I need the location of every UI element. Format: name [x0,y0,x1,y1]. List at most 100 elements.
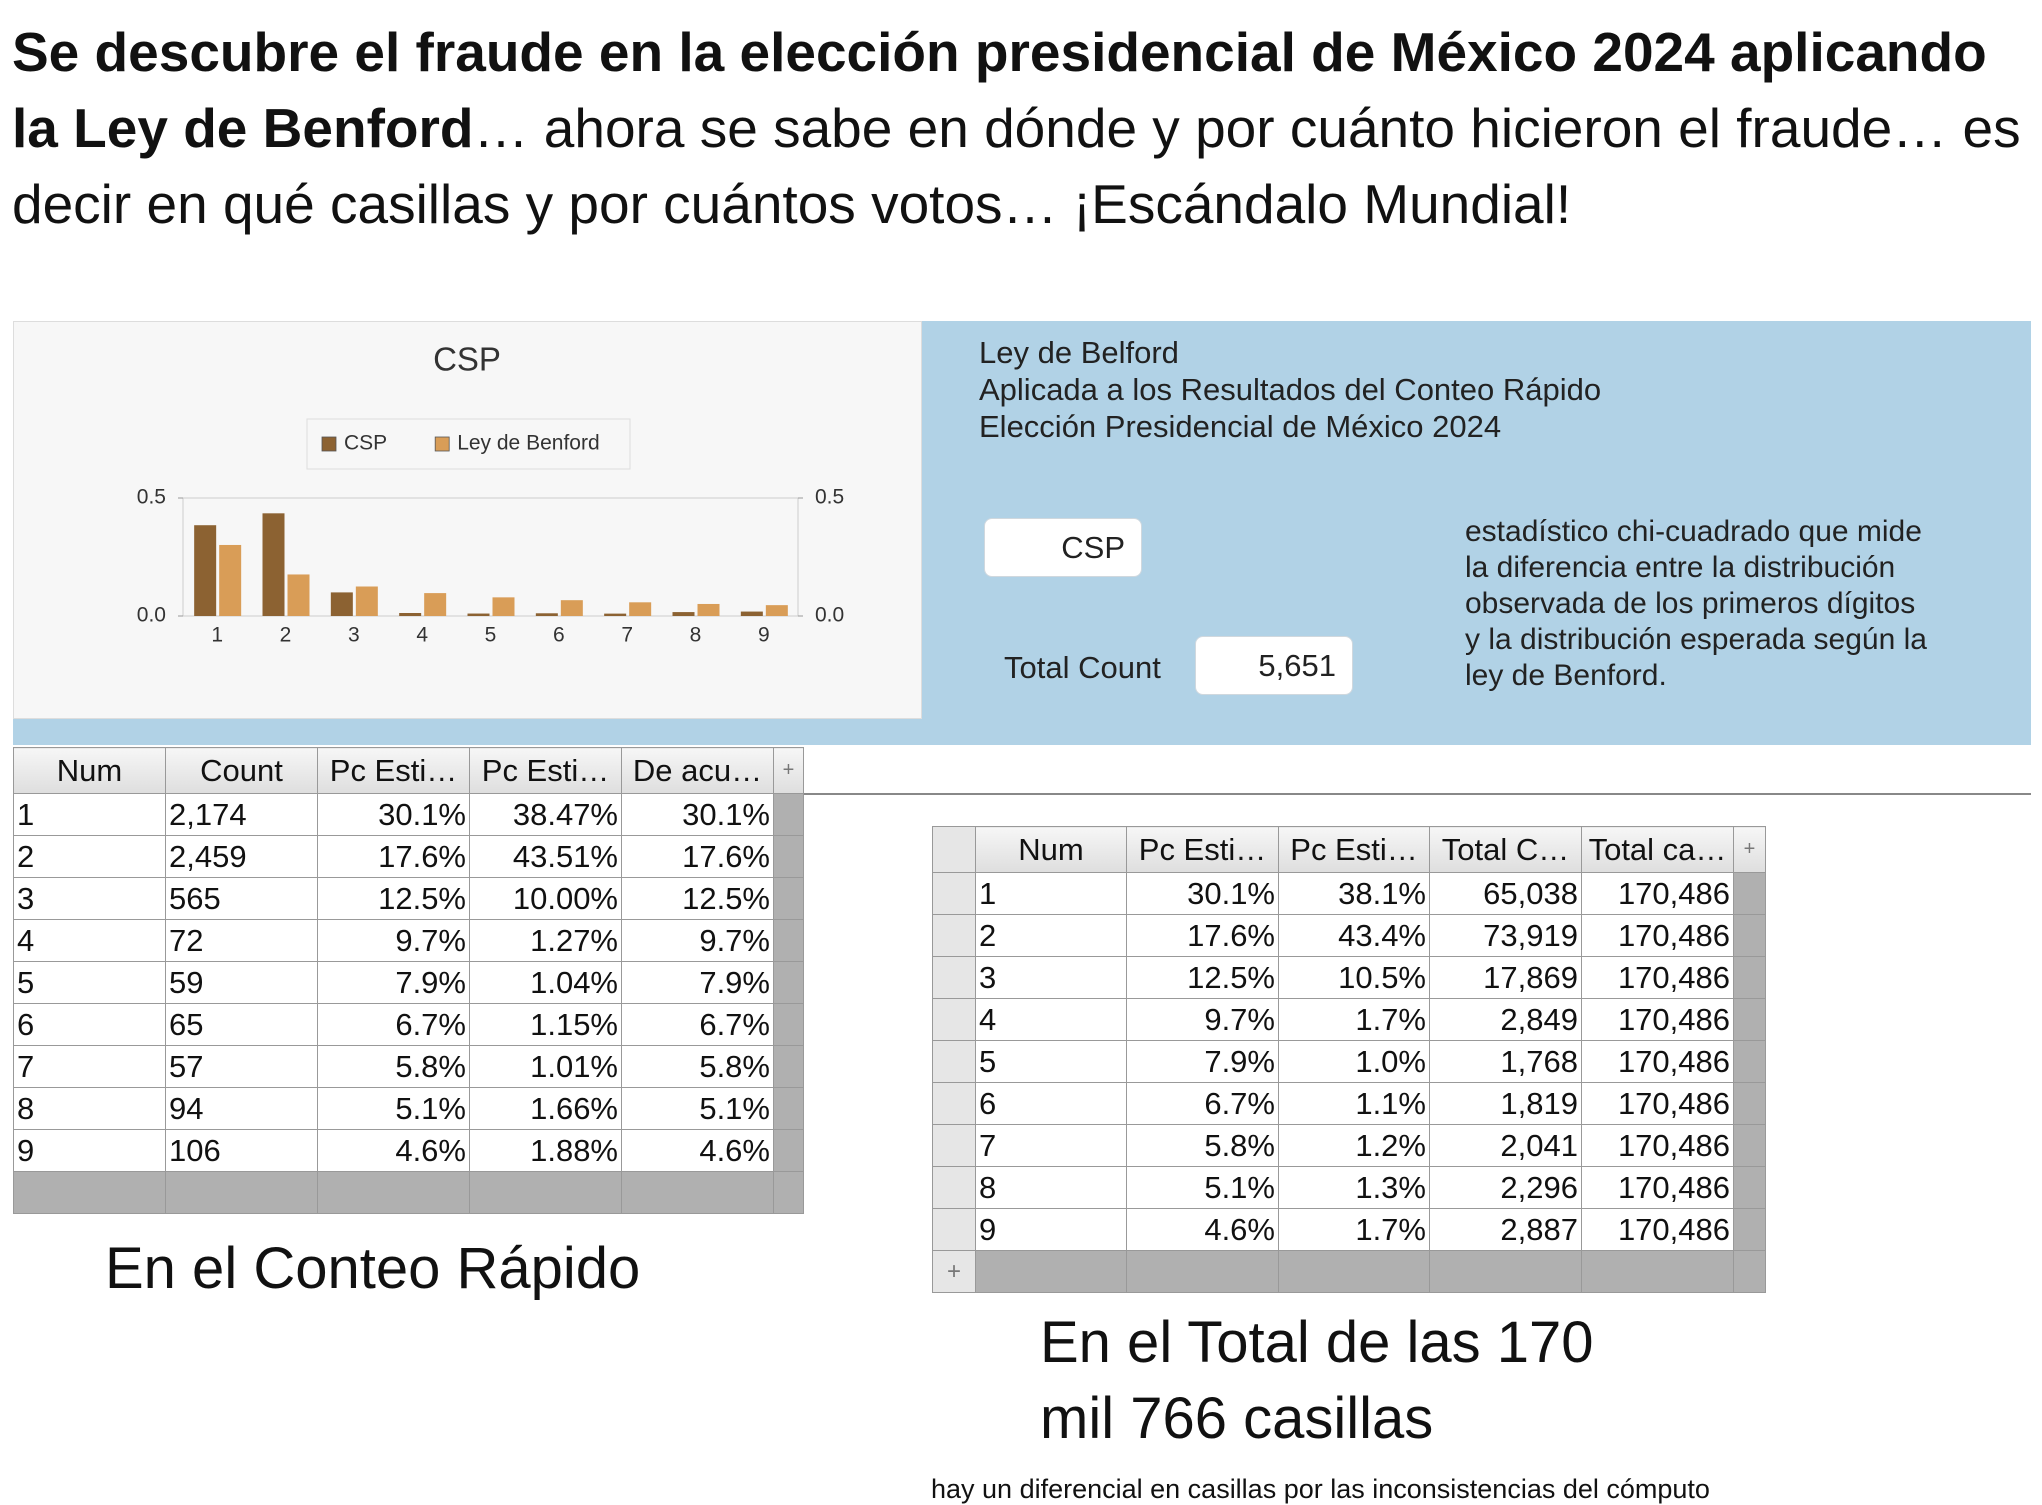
cell: 7 [13,1045,166,1088]
bar [697,603,720,616]
cell: 3 [975,956,1127,999]
scroll-cell [773,793,804,836]
scroll-cell [1733,1166,1766,1209]
header-row: Num Count Pc Esti… Pc Esti… De acu… + [13,747,804,794]
cell: 43.51% [469,835,622,878]
cell: 2,041 [1429,1124,1582,1167]
bar [629,602,652,616]
cell: 6 [975,1082,1127,1125]
footer-row: + [932,1250,1766,1293]
scroll-cell [1733,1040,1766,1083]
cell: 17.6% [1126,914,1279,957]
caption: En el Conteo Rápido [105,1236,641,1301]
row: 4 72 9.7% 1.27% 9.7% [13,919,804,962]
cell: 2 [13,835,166,878]
row-handle [932,1208,976,1251]
cell: 30.1% [317,793,470,836]
footer-cell [773,1171,804,1214]
row: 8 5.1% 1.3% 2,296 170,486 [932,1166,1766,1209]
cell: 7.9% [317,961,470,1004]
selector[interactable]: CSP [984,518,1142,577]
row: 8 94 5.1% 1.66% 5.1% [13,1087,804,1130]
row-handle [932,872,976,915]
cell: 170,486 [1581,1082,1734,1125]
bar [287,574,310,616]
headline: Se descubre el fraude en la elección pre… [12,14,2037,242]
row: 1 30.1% 38.1% 65,038 170,486 [932,872,1766,915]
bar [399,613,422,616]
cell: 1.66% [469,1087,622,1130]
row-handle [932,1124,976,1167]
x-tick-label: 7 [621,624,633,647]
cell: 4.6% [1126,1208,1279,1251]
cell: 9.7% [621,919,774,962]
cell: 30.1% [621,793,774,836]
description-line: ley de Benford. [1465,659,1667,692]
x-tick-label: 4 [416,624,428,647]
scroll-cell [1733,956,1766,999]
cell: 1.7% [1278,998,1430,1041]
legend-swatch [321,436,337,452]
cell: 12.5% [1126,956,1279,999]
panel-line: Elección Presidencial de México 2024 [979,409,1502,444]
add-row: + [932,1250,976,1293]
bar [535,613,558,616]
description-line: la diferencia entre la distribución [1465,551,1896,584]
cell: 38.47% [469,793,622,836]
scroll-cell [1733,1208,1766,1251]
cell: 7 [975,1124,1127,1167]
cell: 106 [165,1129,318,1172]
footer-cell [13,1171,166,1214]
table-quick-count: Num Count Pc Esti… Pc Esti… De acu… +1 2,174 30… [13,747,804,1214]
x-tick-label: 3 [348,624,360,647]
footer-cell [165,1171,318,1214]
y-tick-label: 0.0 [137,604,166,627]
footer-cell [1429,1250,1582,1293]
cell: 1 [975,872,1127,915]
table-total: Num Pc Esti… Pc Esti… Total C… Total ca… +1 30… [932,826,1766,1293]
cell: 65 [165,1003,318,1046]
cell: 6 [13,1003,166,1046]
x-tick-label: 5 [485,624,497,647]
cell: 12.5% [317,877,470,920]
total-value: 5,651 [1195,636,1353,695]
row-handle [932,914,976,957]
row: 2 17.6% 43.4% 73,919 170,486 [932,914,1766,957]
total-label: Total Count [1004,650,1161,685]
scroll-cell [773,835,804,878]
x-tick-label: 1 [211,624,223,647]
column-header: Num [13,747,166,794]
scroll-cell [773,1003,804,1046]
cell: 6.7% [1126,1082,1279,1125]
cell: 3 [13,877,166,920]
scroll-cell [1733,872,1766,915]
x-tick-label: 6 [553,624,565,647]
cell: 1.0% [1278,1040,1430,1083]
scroll-cell [773,1045,804,1088]
legend-box [306,418,631,470]
cell: 7.9% [1126,1040,1279,1083]
x-tick-label: 9 [758,624,770,647]
cell: 4.6% [317,1129,470,1172]
description: estadístico chi-cuadrado que mide la dife… [1465,514,1927,694]
cell: 565 [165,877,318,920]
legend-swatch [434,436,450,452]
cell: 1.1% [1278,1082,1430,1125]
scroll-cell [1733,998,1766,1041]
add-column[interactable]: + [1733,826,1766,873]
cell: 1.7% [1278,1208,1430,1251]
footer-cell [1278,1250,1430,1293]
cell: 5.8% [1126,1124,1279,1167]
panel-line: Ley de Belford [979,335,1179,370]
bar [219,544,242,616]
cell: 170,486 [1581,1124,1734,1167]
row-handle [932,998,976,1041]
cell: 2 [975,914,1127,957]
row: 7 5.8% 1.2% 2,041 170,486 [932,1124,1766,1167]
x-tick-label: 8 [690,624,702,647]
bar [740,611,763,616]
add-column[interactable]: + [773,747,804,794]
footer-cell [1581,1250,1734,1293]
chart-panel [13,321,922,719]
